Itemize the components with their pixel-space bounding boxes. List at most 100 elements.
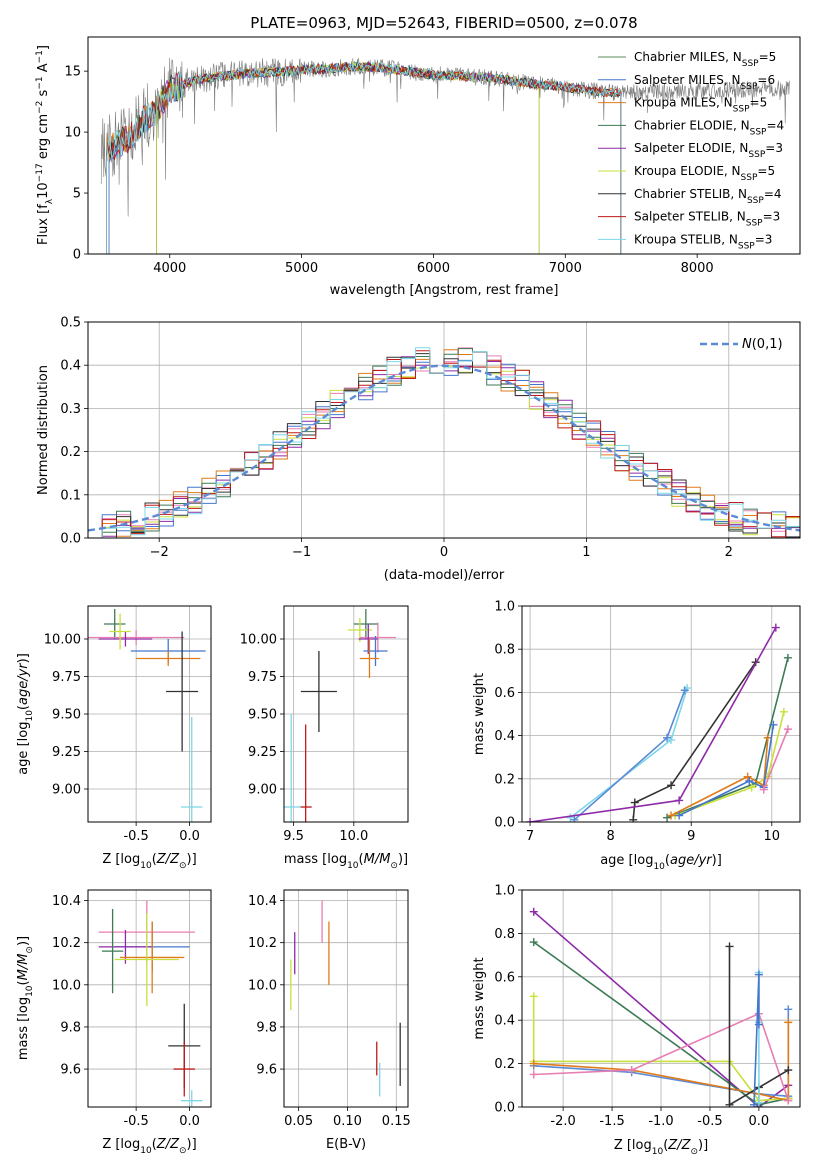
weight-line xyxy=(533,1012,790,1101)
axis-label-part: mass [log xyxy=(284,852,347,867)
tick-label-y: 9.75 xyxy=(248,670,277,685)
plot-area-z-mass xyxy=(98,900,203,1107)
axis-label-part: =5 xyxy=(759,50,777,64)
point-marker xyxy=(779,707,788,716)
point-marker xyxy=(566,813,575,822)
axes-spectrum: 4000 5000 6000 7000 8000 0 5 10 15 xyxy=(64,36,801,276)
axis-label-part: ( xyxy=(665,853,670,868)
axis-label-part: =5 xyxy=(757,164,775,178)
legend-label: Kroupa MILES, NSSP=5 xyxy=(634,96,767,115)
tick-label-y: 10 xyxy=(64,126,81,141)
axis-label-part: age [log xyxy=(600,853,653,868)
tick-label-y: 0.4 xyxy=(494,1014,515,1029)
legend-label: N(0,1) xyxy=(742,337,783,352)
tick-label-y: 15 xyxy=(64,65,81,80)
legend-label: Kroupa STELIB, NSSP=3 xyxy=(634,232,772,251)
tick-label-y: 0.4 xyxy=(494,729,515,744)
weight-line xyxy=(569,687,688,819)
legend-label: Salpeter ELODIE, NSSP=3 xyxy=(634,141,783,160)
legend-label: Salpeter STELIB, NSSP=3 xyxy=(634,210,780,229)
tick-label-y: 0.6 xyxy=(494,970,515,985)
y-axis-label: age [log10(age/yr)] xyxy=(16,653,35,775)
tick-label-x: 1 xyxy=(582,545,590,560)
point-marker xyxy=(629,815,638,822)
point-marker xyxy=(627,1066,636,1075)
tick-label-x: 4000 xyxy=(153,261,186,276)
point-marker xyxy=(570,815,579,822)
tick-label-x: 9.5 xyxy=(283,829,304,844)
tick-label-y: 0.0 xyxy=(494,1101,515,1116)
tick-label-y: 0.6 xyxy=(494,686,515,701)
tick-label-y: 0.2 xyxy=(494,772,515,787)
tick-label-x: 8000 xyxy=(681,261,714,276)
point-marker xyxy=(526,818,535,822)
point-marker xyxy=(749,1100,758,1107)
tick-label-x: 0.15 xyxy=(382,1114,411,1129)
tick-label-y: 10.0 xyxy=(248,978,277,993)
axes-residuals: −2 −1 0 1 2 0.0 0.1 0.2 0.3 0.4 0.5 xyxy=(60,316,801,560)
tick-label-x: 5000 xyxy=(285,261,318,276)
y-axis-label: Flux [fλ10−17 erg cm−2 s−1 A−1] xyxy=(35,45,55,245)
tick-label-y: 0.5 xyxy=(60,316,81,331)
point-marker xyxy=(667,781,676,790)
point-marker xyxy=(763,733,772,742)
weight-line xyxy=(762,728,789,790)
tick-label-x: 8 xyxy=(606,829,614,844)
y-axis-label: mass weight xyxy=(472,957,487,1039)
axis-label-part: Flux [f xyxy=(36,204,51,245)
tick-label-x: 6000 xyxy=(417,261,450,276)
tick-label-y: 9.8 xyxy=(256,1020,277,1035)
model-fit-line xyxy=(156,61,540,254)
weight-line xyxy=(632,661,757,820)
point-marker xyxy=(769,720,778,729)
point-marker xyxy=(783,725,792,734)
axis-label-part: =5 xyxy=(750,96,768,110)
tick-label-x: -1.5 xyxy=(599,1114,624,1129)
axis-label-part: Kroupa STELIB, N xyxy=(634,232,738,246)
axis-label-part: mass [log xyxy=(16,997,31,1060)
plot-area-residuals xyxy=(88,347,800,538)
axis-label-part: λ xyxy=(45,198,55,204)
point-marker xyxy=(680,686,689,695)
axis-label-part: )] xyxy=(398,852,408,867)
weight-line xyxy=(533,911,789,1107)
axes-frame xyxy=(521,605,801,823)
axis-label-part: )] xyxy=(187,852,197,867)
axes-frame xyxy=(87,36,801,255)
axis-label-part: ( xyxy=(152,852,157,867)
axis-label-part: )] xyxy=(698,1138,708,1153)
point-marker xyxy=(754,1098,763,1107)
tick-label-y: 0 xyxy=(73,248,81,263)
weight-line xyxy=(670,737,769,817)
axis-label-part: 10 xyxy=(140,1146,152,1156)
legend-label: Salpeter MILES, NSSP=6 xyxy=(634,73,775,92)
axis-label-part: =6 xyxy=(757,73,775,87)
axis-label-part: )] xyxy=(16,936,31,946)
axis-label-part: ( xyxy=(16,705,31,710)
tick-label-x: 7000 xyxy=(549,261,582,276)
plot-area-ebv-mass xyxy=(290,900,401,1097)
axis-label-part: Chabrier MILES, N xyxy=(634,50,742,64)
tick-label-x: -2.0 xyxy=(550,1114,575,1129)
model-fit-line xyxy=(108,61,622,254)
axis-label-part: Chabrier STELIB, N xyxy=(634,187,747,201)
tick-label-y: 9.75 xyxy=(52,670,81,685)
tick-label-y: 9.25 xyxy=(52,745,81,760)
plot-area-spectrum xyxy=(100,57,790,254)
histogram-step xyxy=(88,359,800,538)
point-marker xyxy=(667,735,676,744)
axis-label-part: SSP xyxy=(741,173,758,183)
axis-label-part: 10 xyxy=(25,985,35,997)
axis-label-part: SSP xyxy=(747,196,764,206)
axis-label-part: Kroupa ELODIE, N xyxy=(634,164,741,178)
tick-label-x: 0.0 xyxy=(179,829,200,844)
x-axis-label: (data-model)/error xyxy=(384,568,505,583)
tick-label-x: -0.5 xyxy=(697,1114,722,1129)
x-axis-label: Z [log10(Z/Z⊙)] xyxy=(614,1138,708,1157)
tick-label-y: 0.2 xyxy=(60,445,81,460)
y-axis-label: mass weight xyxy=(472,673,487,755)
axis-label-part: Chabrier ELODIE, N xyxy=(634,118,750,132)
axis-label-part: ( xyxy=(152,1137,157,1152)
legend-label: Chabrier MILES, NSSP=5 xyxy=(634,50,776,69)
point-marker xyxy=(529,1070,538,1079)
